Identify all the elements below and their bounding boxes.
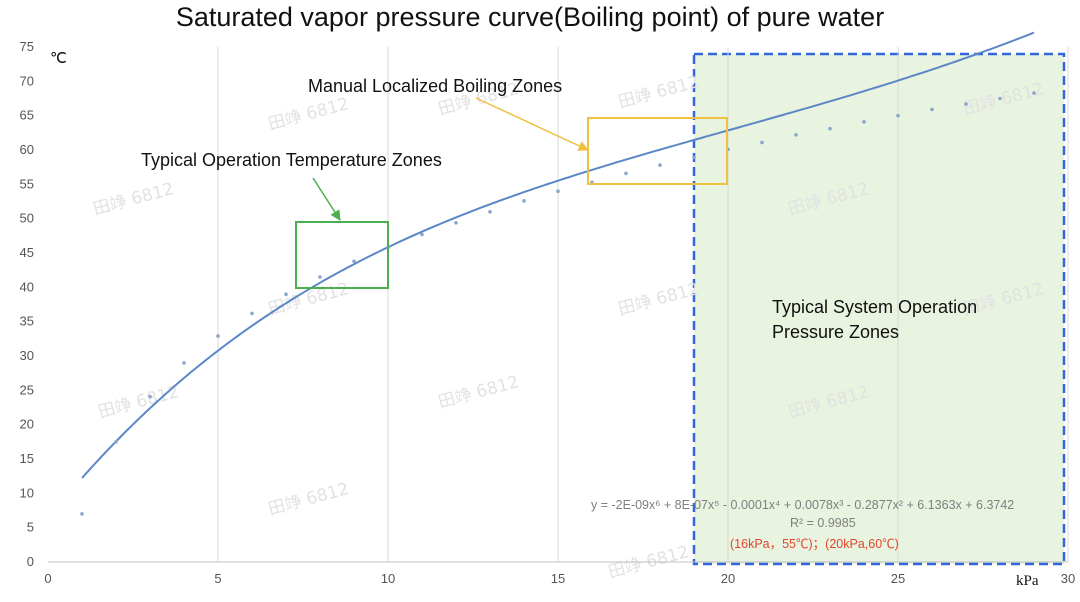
data-point (454, 220, 458, 225)
data-point (318, 275, 322, 279)
y-tick-label: 75 (20, 39, 34, 54)
data-point (862, 120, 866, 124)
data-point (828, 126, 832, 131)
grid-layer (217, 47, 1069, 562)
data-point (1032, 91, 1036, 95)
data-point (998, 96, 1002, 101)
watermark-text: 田竫 6812 (436, 372, 521, 413)
x-tick-label: 25 (891, 571, 905, 586)
data-point (794, 133, 798, 137)
data-point (930, 107, 934, 112)
data-point (658, 163, 662, 167)
watermark-text: 田竫 6812 (616, 72, 701, 113)
x-axis-label: kPa (1016, 573, 1039, 589)
annotation-layer: Typical Operation Temperature Zones Manua… (141, 76, 1014, 551)
trendline-equation: y = -2E-09x⁶ + 8E-07x⁵ - 0.0001x⁴ + 0.00… (591, 498, 1014, 512)
x-tick-label: 30 (1061, 571, 1075, 586)
data-point (624, 171, 628, 176)
x-tick-label: 0 (44, 571, 51, 586)
watermark-text: 田竫 6812 (266, 94, 351, 135)
data-point (80, 512, 84, 516)
data-point (964, 102, 968, 106)
pressure-zone-label-line1: Typical System Operation (772, 297, 977, 317)
data-point (488, 210, 492, 214)
data-point (556, 189, 560, 193)
data-point (284, 292, 288, 297)
x-tick-label: 10 (381, 571, 395, 586)
data-point (352, 259, 356, 264)
data-point (896, 113, 900, 118)
watermark-text: 田竫 6812 (616, 279, 701, 320)
trendline (81, 31, 1035, 479)
y-tick-label: 20 (20, 417, 34, 432)
boiling-zone-arrow (475, 97, 589, 151)
y-tick-label: 55 (20, 176, 34, 191)
data-point (760, 140, 764, 145)
watermark-text: 田竫 6812 (266, 479, 351, 520)
data-point (114, 440, 118, 444)
reference-points-note: (16kPa，55℃)；(20kPa,60℃) (730, 537, 899, 551)
data-point (250, 311, 254, 316)
series-layer (80, 31, 1036, 516)
watermark-text: 田竫 6812 (96, 382, 181, 423)
x-tick-label: 5 (214, 571, 221, 586)
data-point (216, 334, 220, 338)
data-point (522, 199, 526, 203)
y-tick-label: 35 (20, 314, 34, 329)
data-point (420, 232, 424, 237)
boiling-zone-label: Manual Localized Boiling Zones (308, 76, 562, 96)
y-tick-label: 60 (20, 142, 34, 157)
y-tick-label: 45 (20, 245, 34, 260)
pressure-zone-label: Typical System Operation Pressure Zones (772, 297, 977, 342)
y-tick-label: 70 (20, 73, 34, 88)
axes-layer: 0 5 10 15 20 25 30 0 5 10 15 20 25 30 35 40 45 50 55 60 65 70… (20, 39, 1076, 589)
watermark-text: 田竫 6812 (266, 279, 351, 320)
y-tick-label: 40 (20, 279, 34, 294)
data-point (692, 155, 696, 160)
y-tick-label: 5 (27, 520, 34, 535)
data-point (148, 394, 152, 399)
data-point (182, 361, 186, 365)
temperature-zone-arrow (312, 177, 341, 221)
temperature-zone-label: Typical Operation Temperature Zones (141, 150, 442, 170)
y-tick-label: 50 (20, 211, 34, 226)
r-squared: R² = 0.9985 (790, 516, 856, 530)
y-axis-label: ℃ (50, 51, 67, 67)
temperature-zone-box (295, 221, 389, 289)
x-tick-label: 20 (721, 571, 735, 586)
pressure-zone-layer (692, 52, 1066, 566)
y-tick-label: 65 (20, 108, 34, 123)
x-tick-label: 15 (551, 571, 565, 586)
y-tick-label: 25 (20, 382, 34, 397)
pressure-zone-label-line2: Pressure Zones (772, 322, 899, 342)
y-tick-label: 0 (27, 554, 34, 569)
boiling-zone-box (587, 117, 728, 185)
watermark-text: 田竫 6812 (91, 179, 176, 220)
y-tick-label: 30 (20, 348, 34, 363)
y-tick-label: 15 (20, 451, 34, 466)
chart-title: Saturated vapor pressure curve(Boiling p… (175, 2, 885, 32)
system-pressure-zone-box (692, 52, 1066, 566)
y-tick-label: 10 (20, 485, 34, 500)
